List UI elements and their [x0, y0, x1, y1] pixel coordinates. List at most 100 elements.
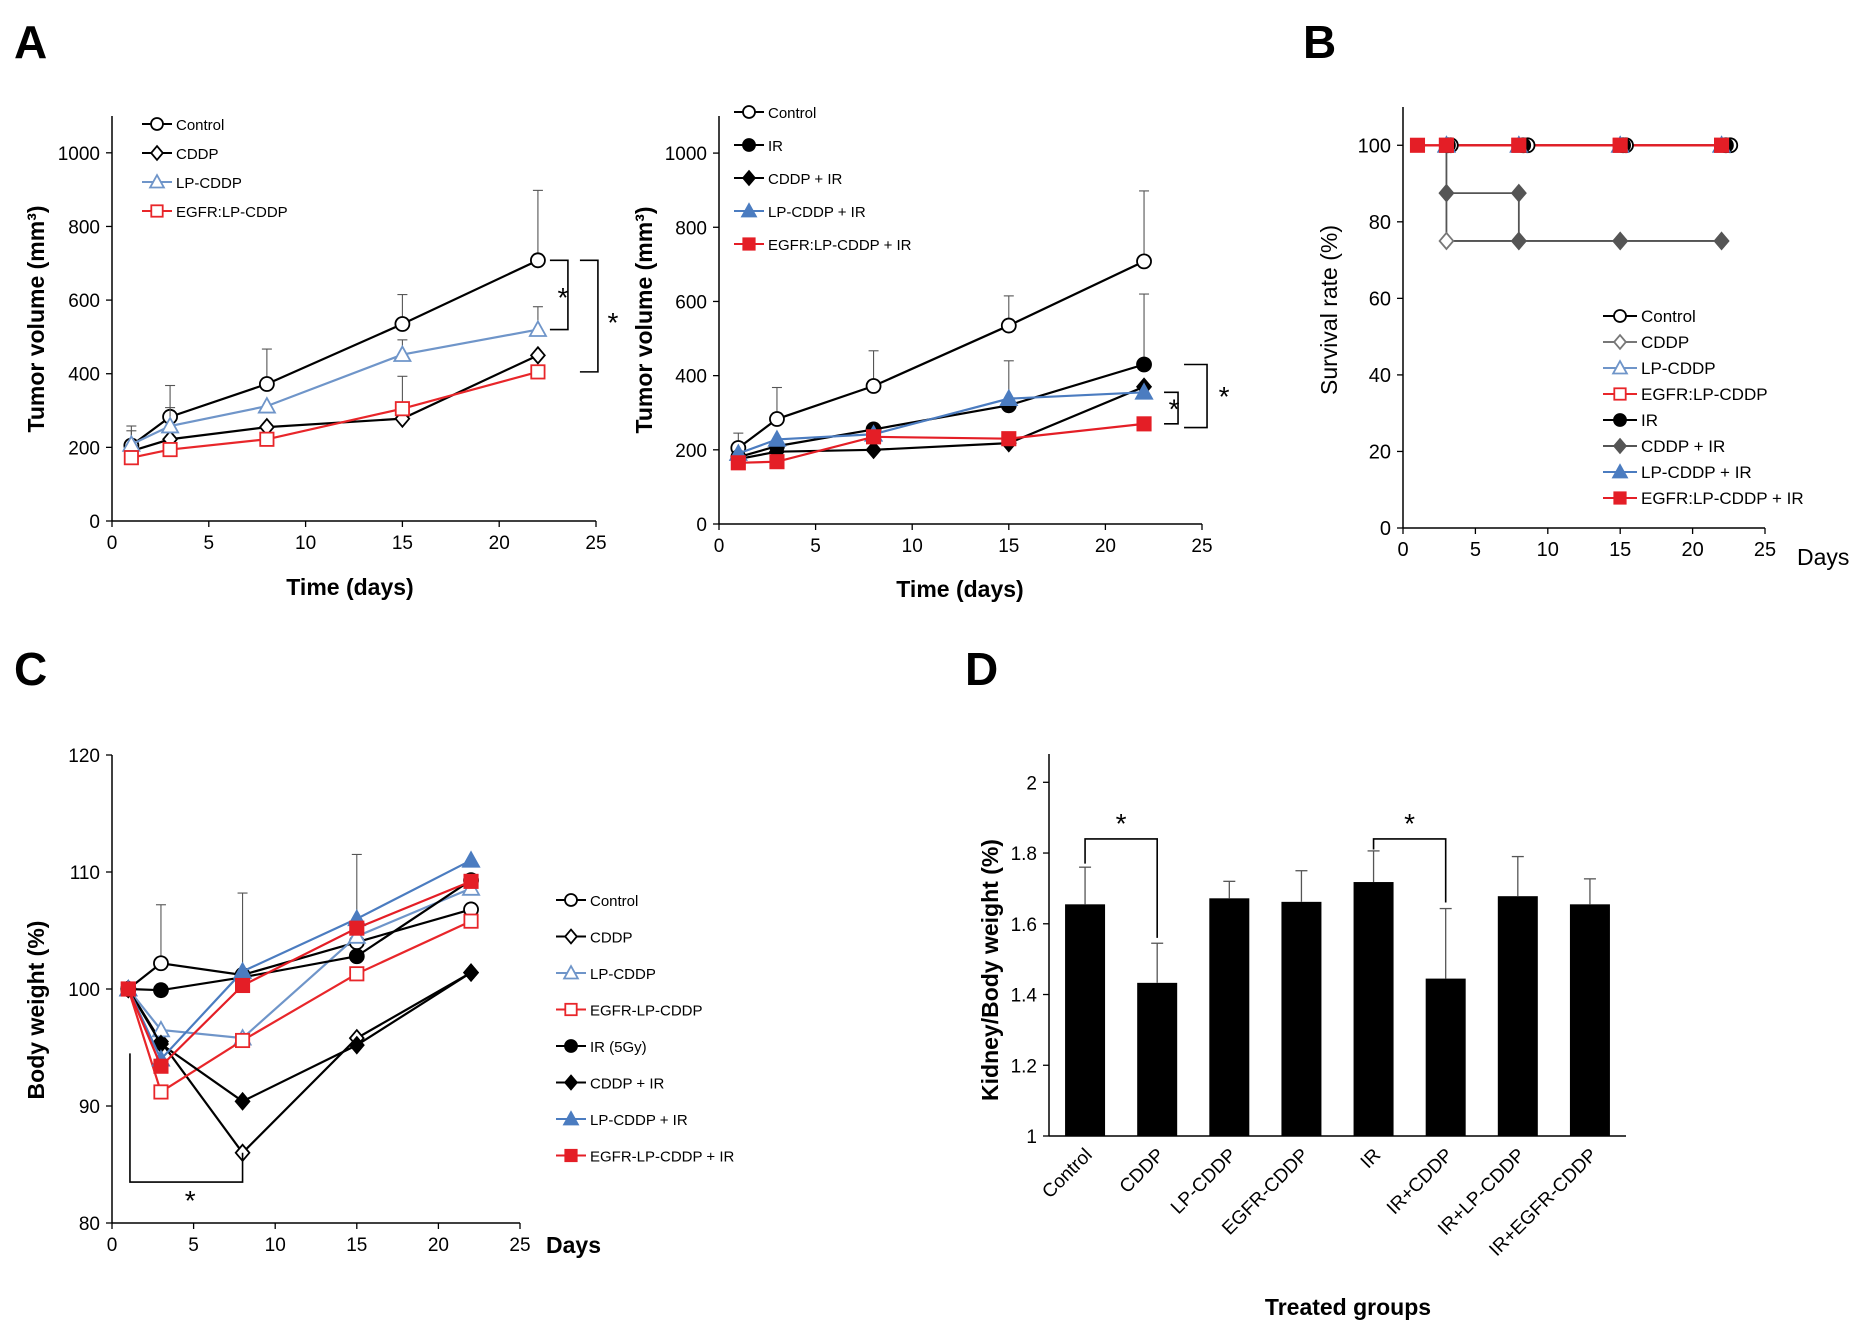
data-point [257, 396, 277, 414]
y-tick-label: 1.6 [1011, 915, 1037, 936]
series-line [127, 971, 472, 1155]
significance-star: * [1169, 393, 1180, 424]
y-tick-label: 60 [1369, 288, 1391, 310]
data-point [120, 981, 136, 997]
legend-entry: EGFR:LP-CDDP + IR [1641, 489, 1804, 508]
legend-marker [1612, 333, 1628, 351]
data-point [1000, 317, 1017, 334]
series-line [737, 391, 1145, 455]
data-point [349, 920, 365, 936]
x-tick-label: 20 [489, 533, 510, 554]
legend-marker [562, 1110, 580, 1126]
panel-label-d: D [965, 643, 998, 695]
y-axis-label: Tumor volume (mm³) [23, 205, 49, 432]
data-point [349, 966, 365, 982]
y-tick-label: 40 [1369, 365, 1391, 387]
x-category-label: IR [1357, 1145, 1385, 1173]
data-point [1136, 356, 1152, 373]
y-tick-label: 110 [70, 863, 100, 884]
legend-marker [564, 893, 578, 907]
x-tick-label: 25 [1191, 536, 1212, 557]
bar [1281, 901, 1322, 1136]
legend-marker [742, 105, 756, 119]
panel-label-a: A [14, 16, 47, 68]
x-tick-label: 10 [295, 533, 316, 554]
series-line [127, 859, 472, 1062]
x-category-label: LP-CDDP [1167, 1145, 1241, 1219]
data-point [730, 455, 746, 471]
legend-entry: CDDP + IR [768, 171, 842, 188]
data-point [1612, 231, 1629, 251]
data-point [530, 252, 546, 269]
x-tick-label: 5 [810, 536, 821, 557]
data-point [461, 850, 481, 868]
legend-marker [1611, 463, 1629, 479]
legend-marker [742, 237, 756, 251]
legend-marker [1611, 359, 1629, 375]
significance-star: * [557, 282, 568, 313]
data-point [348, 948, 365, 965]
significance-bracket [129, 1053, 244, 1183]
y-axis-label: Body weight (%) [23, 921, 49, 1100]
legend-entry: Control [1641, 307, 1696, 326]
data-point [1510, 231, 1527, 251]
y-tick-label: 1.4 [1011, 986, 1038, 1007]
significance-star: * [185, 1185, 196, 1216]
legend-marker [150, 204, 164, 218]
series-line [127, 887, 472, 1040]
data-point [1136, 253, 1152, 270]
data-point [258, 376, 275, 392]
x-tick-label: 20 [1681, 539, 1703, 561]
data-point [529, 345, 546, 365]
significance-bracket [1164, 391, 1179, 425]
legend-entry: LP-CDDP + IR [1641, 463, 1752, 482]
y-tick-label: 80 [79, 1214, 100, 1235]
legend-entry: Control [590, 893, 638, 910]
y-tick-label: 600 [675, 292, 707, 313]
data-point [235, 977, 251, 994]
y-tick-label: 1.8 [1011, 844, 1037, 865]
x-tick-label: 15 [1609, 539, 1631, 561]
legend-entry: CDDP [176, 146, 219, 163]
chart-body-weight: 0 5 10 15 20 25 80 90 100 110 120 Body weight (%) Da… [23, 746, 734, 1258]
y-tick-label: 20 [1369, 441, 1391, 463]
legend-entry: CDDP [590, 930, 633, 947]
bar [1425, 978, 1466, 1136]
legend-entry: CDDP + IR [590, 1076, 664, 1093]
x-tick-label: 20 [1095, 536, 1116, 557]
y-tick-label: 100 [68, 980, 100, 1001]
y-tick-label: 0 [696, 515, 707, 536]
data-point [232, 961, 253, 979]
y-tick-label: 1 [1026, 1127, 1037, 1148]
data-point [769, 411, 785, 427]
legend-marker [1613, 491, 1627, 505]
data-point [1511, 137, 1527, 153]
series-line [127, 908, 472, 990]
data-point [1438, 137, 1454, 153]
y-tick-label: 800 [68, 217, 100, 238]
legend-entry: LP-CDDP + IR [768, 204, 866, 221]
legend-marker [1612, 437, 1628, 455]
data-point [153, 955, 169, 972]
data-point [463, 963, 480, 983]
x-category-label: Control [1038, 1145, 1096, 1203]
data-point [1134, 382, 1154, 400]
x-tick-label: 10 [1537, 539, 1559, 561]
legend-entry: IR [768, 138, 783, 155]
chart-survival-rate: 0 5 10 15 20 25 0 20 40 60 80 100 Survival rate (%) D… [1316, 107, 1849, 570]
data-point [153, 982, 169, 999]
bar [1353, 882, 1394, 1136]
y-axis-label: Kidney/Body weight (%) [977, 839, 1003, 1101]
x-tick-label: 0 [107, 533, 118, 554]
y-tick-label: 1.2 [1011, 1056, 1037, 1077]
data-point [1136, 416, 1152, 432]
x-tick-label: 25 [509, 1235, 530, 1256]
data-point [259, 431, 275, 447]
legend-entry: EGFR-LP-CDDP + IR [590, 1149, 734, 1166]
data-point [769, 454, 785, 470]
bar [1497, 896, 1538, 1136]
x-tick-label: 5 [188, 1235, 199, 1256]
data-point [1510, 183, 1527, 203]
x-tick-label: 25 [585, 533, 606, 554]
